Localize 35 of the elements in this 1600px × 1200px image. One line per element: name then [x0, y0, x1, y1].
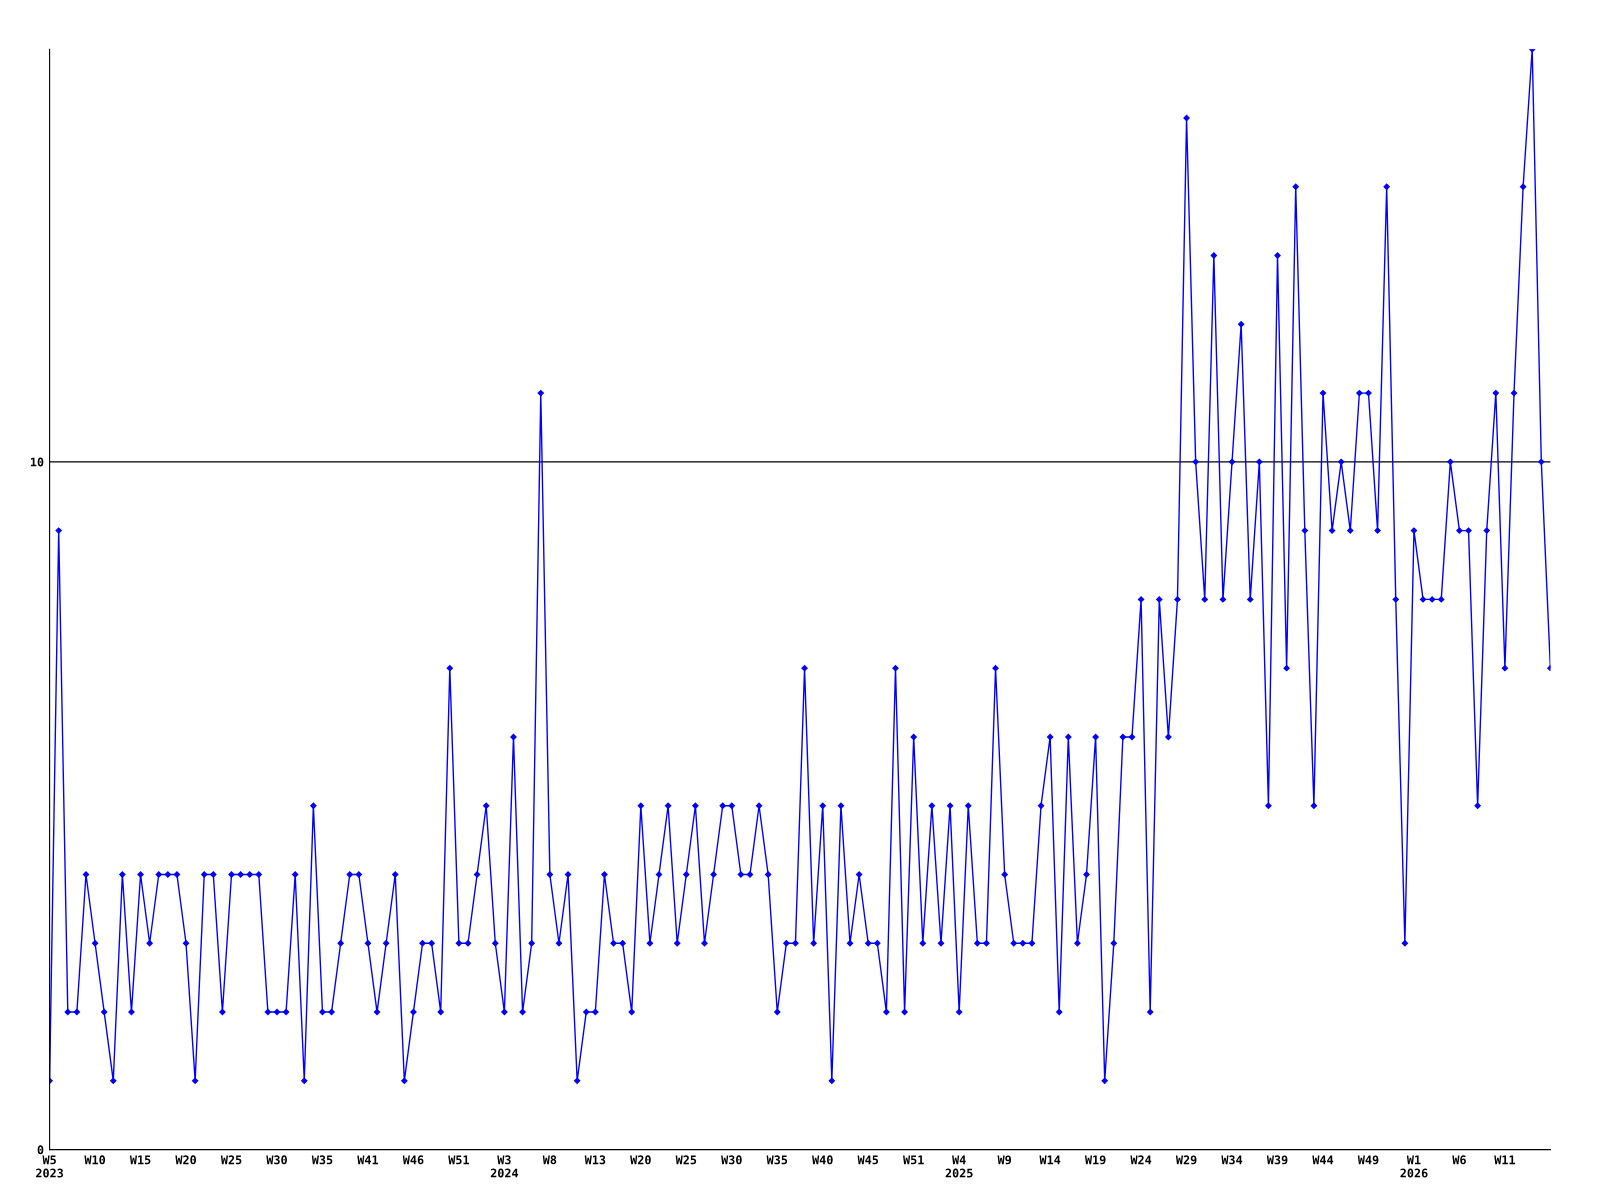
x-tick-label: W40	[812, 1155, 833, 1165]
x-tick-label: W41	[357, 1155, 379, 1165]
x-tick-label: W24	[1130, 1155, 1152, 1165]
x-tick-label: W19	[1084, 1155, 1106, 1165]
x-tick-label: W6	[1452, 1155, 1466, 1165]
x-tick-label: W30	[266, 1155, 287, 1165]
x-tick-label: W11	[1494, 1155, 1516, 1165]
x-tick-label: W34	[1221, 1155, 1243, 1165]
x-tick-label: W10	[84, 1155, 106, 1165]
x-tick-label: W35	[311, 1155, 333, 1165]
x-tick-label: W8	[542, 1155, 557, 1165]
x-tick-label: W39	[1266, 1155, 1288, 1165]
y-tick-label: 10	[30, 457, 44, 467]
x-tick-label: W3 2024	[490, 1155, 519, 1178]
x-tick-label: W25	[675, 1155, 697, 1165]
x-tick-label: W9	[997, 1155, 1012, 1165]
x-tick-label: W1 2026	[1400, 1155, 1428, 1178]
x-tick-label: W45	[857, 1155, 879, 1165]
x-tick-label: W20	[630, 1155, 651, 1165]
x-tick-label: W49	[1357, 1155, 1379, 1165]
x-tick-label: W5 2023	[36, 1155, 64, 1178]
x-tick-label: W35	[766, 1155, 788, 1165]
x-tick-label: W13	[584, 1155, 606, 1165]
x-tick-label: W20	[175, 1155, 196, 1165]
x-tick-label: W51	[903, 1155, 924, 1165]
x-tick-label: W25	[220, 1155, 242, 1165]
x-tick-label: W29	[1175, 1155, 1197, 1165]
x-tick-label: W4 2025	[945, 1155, 973, 1178]
x-tick-label: W44	[1312, 1155, 1334, 1165]
y-tick-label: 0	[37, 1145, 44, 1155]
x-tick-label: W15	[129, 1155, 151, 1165]
x-tick-label: W51	[448, 1155, 470, 1165]
x-tick-label: W14	[1039, 1155, 1061, 1165]
x-tick-label: W46	[402, 1155, 424, 1165]
x-tick-label: W30	[721, 1155, 742, 1165]
